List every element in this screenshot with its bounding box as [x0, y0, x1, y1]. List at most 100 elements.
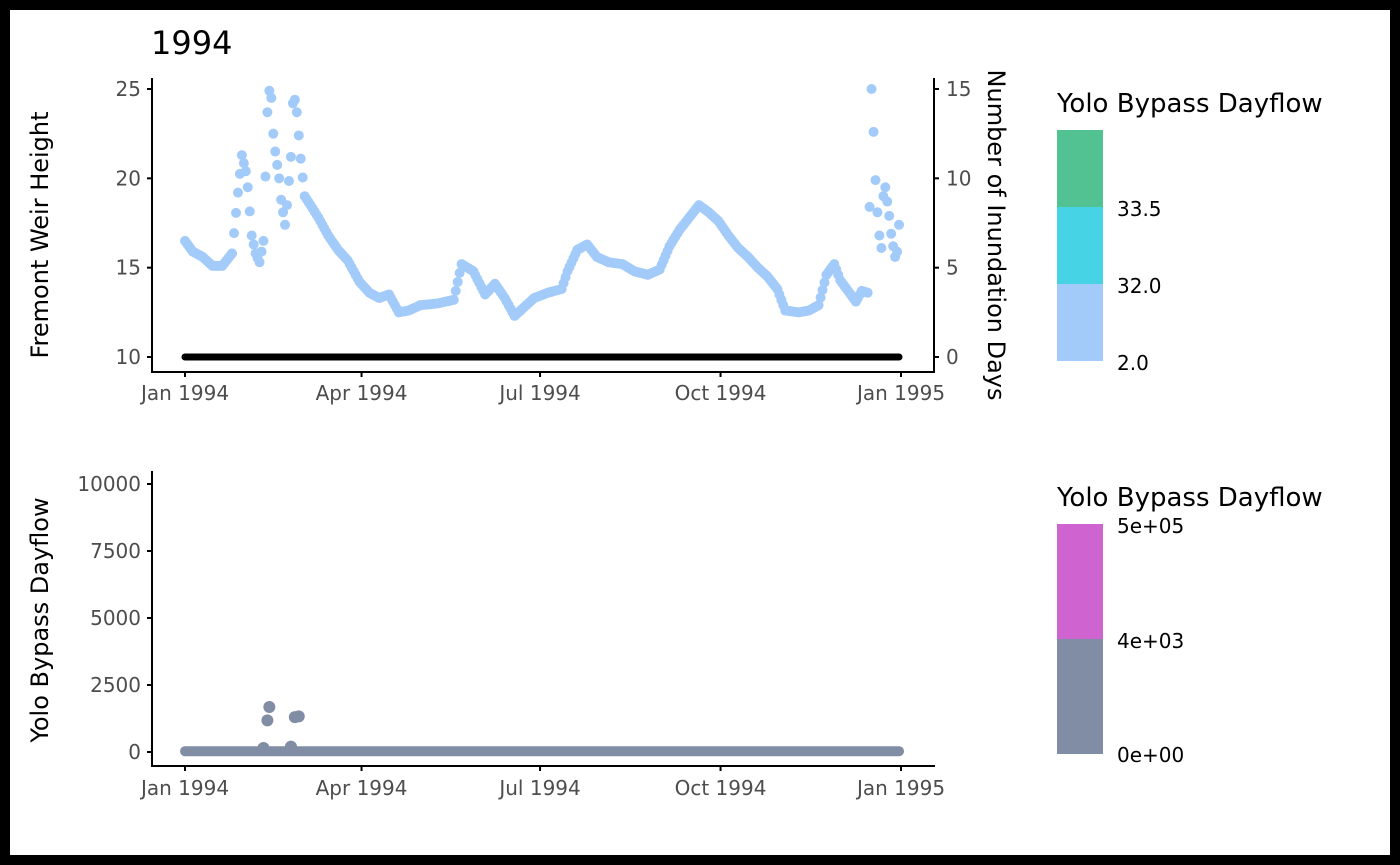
top-data-point	[242, 182, 253, 193]
top-data-point	[283, 176, 294, 187]
top-data-point	[274, 173, 285, 184]
top-y-ticks: 10 15 20 25	[116, 77, 152, 369]
top-legend-label: 32.0	[1117, 274, 1162, 298]
top-legend-labels: 33.5 32.0 2.0	[1117, 197, 1162, 375]
top-scatter-points	[180, 84, 905, 321]
top-legend-label: 2.0	[1117, 351, 1149, 375]
top-panel: 1994 Fremont Weir Height Number of Inund…	[26, 24, 1010, 405]
bottom-legend-label: 5e+05	[1117, 514, 1184, 538]
top-data-point	[260, 171, 271, 182]
bottom-y-ticks: 0 2500 5000 7500 10000	[77, 472, 152, 764]
top-x-ticks: Jan 1994 Apr 1994 Jul 1994 Oct 1994 Jan 1995	[139, 372, 945, 405]
bottom-legend: Yolo Bypass Dayflow 5e+05 4e+03 0e+00	[1056, 483, 1323, 767]
top-data-point	[454, 268, 465, 279]
chart-svg: 1994 Fremont Weir Height Number of Inund…	[26, 24, 1323, 800]
top-y2-tick-label: 15	[946, 77, 971, 101]
bottom-data-point	[263, 700, 276, 713]
bottom-x-tick-label: Oct 1994	[675, 776, 767, 800]
top-data-point	[293, 130, 304, 141]
top-data-point	[813, 300, 824, 311]
top-data-point	[870, 175, 881, 186]
top-data-point	[282, 200, 293, 211]
top-x-tick-label: Jan 1995	[855, 381, 945, 405]
top-legend-colorbar	[1057, 130, 1103, 361]
bottom-scatter-points	[180, 700, 905, 757]
top-y-tick-label: 15	[116, 256, 141, 280]
bottom-legend-labels: 5e+05 4e+03 0e+00	[1117, 514, 1184, 767]
bottom-y-tick-label: 0	[128, 740, 141, 764]
top-legend-title: Yolo Bypass Dayflow	[1056, 89, 1323, 119]
figure-canvas: 1994 Fremont Weir Height Number of Inund…	[10, 10, 1390, 855]
top-data-point	[866, 84, 877, 94]
top-data-point	[232, 187, 243, 198]
top-data-point	[872, 207, 883, 218]
top-data-point	[272, 159, 283, 170]
bottom-legend-swatch	[1057, 524, 1103, 639]
top-data-point	[884, 210, 895, 221]
top-data-point	[295, 153, 306, 164]
bottom-data-point	[257, 741, 270, 754]
top-data-point	[280, 219, 291, 230]
top-data-point	[450, 285, 461, 296]
top-data-point	[262, 107, 273, 118]
top-data-point	[886, 228, 897, 239]
top-data-point	[894, 219, 905, 230]
bottom-y-tick-label: 10000	[77, 472, 141, 496]
top-data-point	[258, 235, 269, 246]
top-data-point	[289, 94, 300, 105]
top-data-point	[246, 230, 257, 241]
top-data-point	[291, 107, 302, 118]
bottom-x-ticks: Jan 1994 Apr 1994 Jul 1994 Oct 1994 Jan 1995	[139, 766, 945, 800]
top-x-tick-label: Oct 1994	[675, 381, 767, 405]
top-data-point	[874, 230, 885, 241]
top-data-point	[254, 257, 265, 268]
top-data-point	[862, 287, 873, 298]
top-y-tick-label: 10	[116, 345, 141, 369]
top-y2-tick-label: 10	[946, 166, 971, 190]
top-x-tick-label: Apr 1994	[316, 381, 408, 405]
bottom-panel: Yolo Bypass Dayflow 0 2500 5000 7500 10000 J…	[26, 471, 945, 800]
bottom-x-tick-label: Jan 1995	[855, 776, 945, 800]
top-data-point	[892, 246, 903, 257]
top-data-point	[231, 207, 242, 218]
top-data-point	[240, 166, 251, 177]
top-data-point	[880, 182, 891, 193]
top-y2-tick-label: 0	[946, 345, 959, 369]
top-data-point	[227, 248, 238, 259]
top-legend-swatch	[1057, 207, 1103, 284]
top-y2-tick-label: 5	[946, 256, 959, 280]
top-data-point	[244, 206, 255, 217]
top-y-tick-label: 20	[116, 166, 141, 190]
bottom-legend-label: 0e+00	[1117, 743, 1184, 767]
top-data-point	[229, 228, 240, 239]
bottom-x-tick-label: Jan 1994	[139, 776, 229, 800]
chart-title: 1994	[151, 24, 232, 62]
top-data-point	[266, 92, 277, 103]
top-x-tick-label: Jan 1994	[139, 381, 229, 405]
top-data-point	[256, 246, 267, 257]
top-data-point	[864, 201, 875, 212]
top-y2-ticks: 0 5 10 15	[934, 77, 971, 369]
top-data-point	[817, 285, 828, 295]
top-y-tick-label: 25	[116, 77, 141, 101]
top-data-point	[270, 146, 281, 157]
bottom-y-axis-title: Yolo Bypass Dayflow	[26, 497, 54, 743]
bottom-data-point	[261, 714, 274, 727]
top-x-tick-label: Jul 1994	[497, 381, 580, 405]
top-data-point	[876, 243, 887, 254]
bottom-legend-label: 4e+03	[1117, 629, 1184, 653]
top-data-point	[236, 150, 247, 161]
top-legend-swatch	[1057, 130, 1103, 207]
bottom-data-point	[292, 710, 305, 723]
bottom-legend-swatch	[1057, 639, 1103, 754]
top-data-point	[448, 294, 459, 305]
top-data-point	[815, 292, 826, 303]
top-data-point	[297, 172, 308, 183]
top-y-axis-title: Fremont Weir Height	[26, 111, 54, 358]
top-legend: Yolo Bypass Dayflow 33.5 32.0 2.0	[1056, 89, 1323, 375]
bottom-legend-title: Yolo Bypass Dayflow	[1056, 483, 1323, 513]
bottom-y-tick-label: 5000	[90, 606, 141, 630]
bottom-x-tick-label: Apr 1994	[316, 776, 408, 800]
bottom-y-tick-label: 2500	[90, 673, 141, 697]
